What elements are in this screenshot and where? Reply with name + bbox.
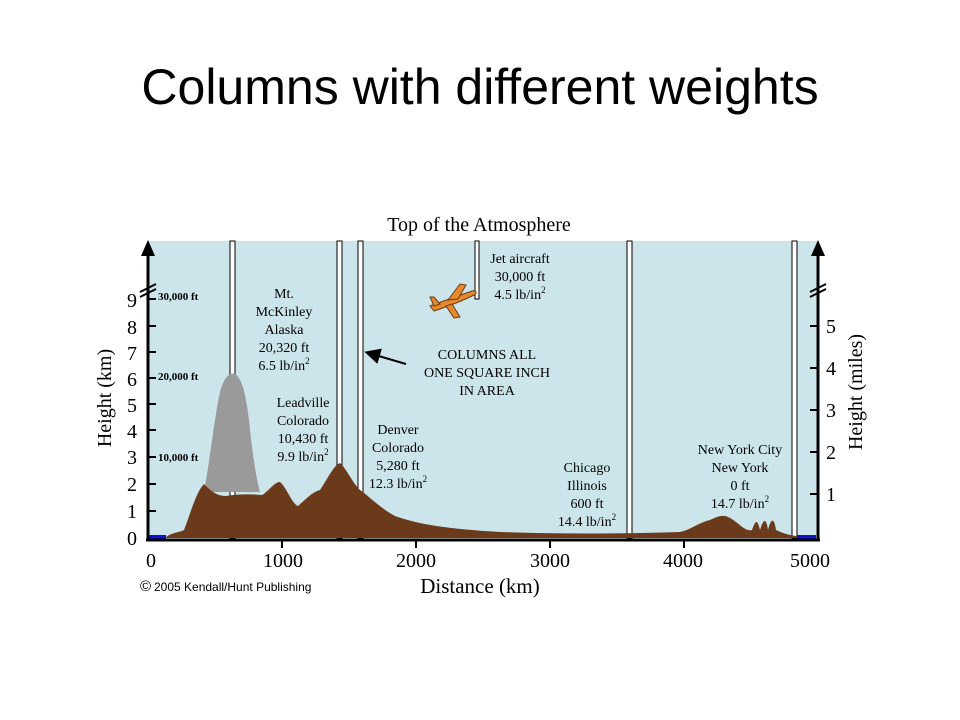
y-tick-label: 6 [127,369,137,391]
svg-text:600 ft: 600 ft [570,497,603,512]
miles-tick-label: 2 [826,442,836,464]
y-tick-label: 5 [127,395,137,417]
copyright-text: 2005 Kendall/Hunt Publishing [154,580,311,594]
sky-background [148,241,818,538]
terrain-profile [150,463,816,538]
svg-text:5,280 ft: 5,280 ft [376,459,420,474]
x-tick-label: 5000 [790,550,830,572]
svg-text:14.7 lb/in2: 14.7 lb/in2 [711,494,769,512]
right-axis-label: Height (miles) [845,334,867,450]
svg-text:Jet aircraft: Jet aircraft [490,252,550,267]
label-new-york-city: New York City New York 0 ft 14.7 lb/in2 [698,443,782,512]
copyright-symbol: © [140,578,151,595]
miles-tick-label: 5 [826,316,836,338]
svg-text:Colorado: Colorado [372,441,424,456]
svg-text:9.9 lb/in2: 9.9 lb/in2 [277,447,328,465]
svg-text:4.5 lb/in2: 4.5 lb/in2 [494,285,545,303]
svg-text:0 ft: 0 ft [730,479,749,494]
ft-label-10000: 10,000 ft [158,452,199,464]
svg-text:Chicago: Chicago [564,461,611,476]
columns-note-arrow [364,348,407,365]
label-mckinley: Mt. McKinley Alaska 20,320 ft 6.5 lb/in2 [256,287,313,374]
sea-left [148,535,166,539]
x-axis-label: Distance (km) [420,574,540,598]
x-tick-label: 0 [146,550,156,572]
y-tick-label: 3 [127,447,137,469]
svg-text:12.3 lb/in2: 12.3 lb/in2 [369,474,427,492]
svg-text:McKinley: McKinley [256,305,313,320]
x-tick-label: 2000 [396,550,436,572]
svg-text:Illinois: Illinois [567,479,607,494]
svg-text:COLUMNS ALL: COLUMNS ALL [438,348,536,363]
label-chicago: Chicago Illinois 600 ft 14.4 lb/in2 [558,461,616,530]
columns-note: COLUMNS ALL ONE SQUARE INCH IN AREA [424,348,550,399]
label-jet-aircraft: Jet aircraft 30,000 ft 4.5 lb/in2 [490,252,550,303]
x-tick-label: 3000 [530,550,570,572]
x-axis-ticks [281,540,685,548]
left-axis-tick-labels: 0 1 2 3 4 5 6 7 8 9 [127,290,137,550]
y-tick-label: 7 [127,343,137,365]
label-denver: Denver Colorado 5,280 ft 12.3 lb/in2 [369,423,427,492]
svg-text:Alaska: Alaska [265,323,305,338]
sea-right [797,535,816,539]
axis-breaks [139,283,827,298]
column-wall-chicago [626,240,633,539]
left-axis-label: Height (km) [94,349,116,447]
ft-label-30000: 30,000 ft [158,291,199,303]
svg-text:20,320 ft: 20,320 ft [259,341,310,356]
svg-text:14.4 lb/in2: 14.4 lb/in2 [558,512,616,530]
right-axis-ticks [810,325,818,495]
column-wall-jet [474,240,480,300]
svg-text:ONE SQUARE INCH: ONE SQUARE INCH [424,366,550,381]
svg-text:Leadville: Leadville [277,396,330,411]
label-leadville: Leadville Colorado 10,430 ft 9.9 lb/in2 [277,396,330,465]
miles-tick-label: 4 [826,358,836,380]
svg-text:Denver: Denver [377,423,419,438]
svg-text:New York: New York [712,461,769,476]
ft-label-20000: 20,000 ft [158,371,199,383]
y-tick-label: 4 [127,421,137,443]
svg-text:IN AREA: IN AREA [459,384,516,399]
y-tick-label: 2 [127,474,137,496]
mckinley-mountain [204,373,260,492]
svg-text:New York City: New York City [698,443,782,458]
y-tick-label: 1 [127,501,137,523]
svg-text:30,000 ft: 30,000 ft [495,270,546,285]
right-axis-arrow [811,240,825,256]
y-tick-label: 8 [127,317,137,339]
column-wall-nyc [791,240,798,539]
miles-tick-label: 3 [826,400,836,422]
slide-title: Columns with different weights [141,59,819,115]
copyright: © 2005 Kendall/Hunt Publishing [140,578,311,595]
x-tick-label: 1000 [263,550,303,572]
right-axis-tick-labels: 1 2 3 4 5 [826,316,836,506]
left-axis-ft-labels: 10,000 ft 20,000 ft 30,000 ft [148,291,199,464]
top-of-atmosphere-label: Top of the Atmosphere [387,214,571,236]
miles-tick-label: 1 [826,484,836,506]
x-tick-label: 4000 [663,550,703,572]
airplane-icon [429,283,477,319]
y-tick-label: 9 [127,290,137,312]
svg-text:6.5 lb/in2: 6.5 lb/in2 [258,356,309,374]
svg-text:Mt.: Mt. [274,287,294,302]
left-axis-arrow [141,240,155,256]
svg-text:10,430 ft: 10,430 ft [278,432,329,447]
svg-text:Colorado: Colorado [277,414,329,429]
y-tick-label: 0 [127,528,137,550]
x-axis-tick-labels: 0 1000 2000 3000 4000 5000 [146,550,830,572]
